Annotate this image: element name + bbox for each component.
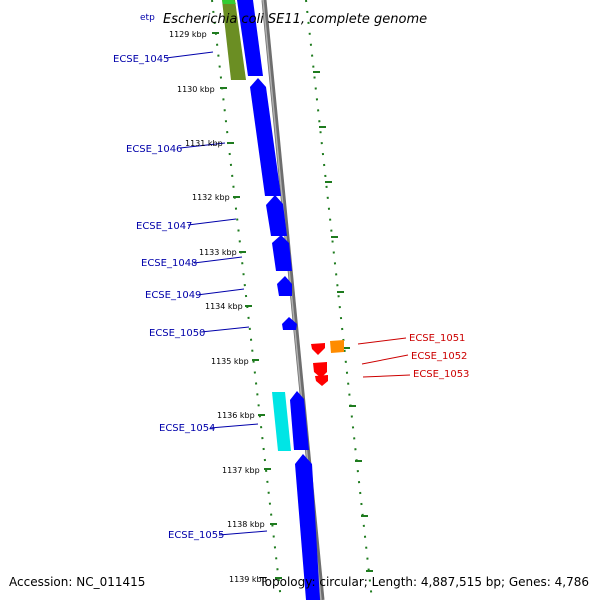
kbp-label: 1133 kbp	[199, 248, 237, 257]
kbp-label: 1131 kbp	[185, 139, 223, 148]
gene-label-1055[interactable]: ECSE_1055	[168, 530, 224, 541]
kbp-labels: 1129 kbp 1130 kbp 1131 kbp 1132 kbp 1133…	[169, 30, 267, 584]
gene-feature-1052-red[interactable]	[313, 362, 327, 378]
genome-title: Escherichia coli SE11, complete genome	[163, 12, 427, 27]
gene-feature-1054-cyan[interactable]	[272, 392, 291, 451]
kbp-label: 1137 kbp	[222, 466, 260, 475]
gene-feature-1048-cds[interactable]	[272, 235, 292, 271]
gene-label-1045[interactable]: ECSE_1045	[113, 54, 169, 65]
gene-label-1052[interactable]: ECSE_1052	[411, 351, 467, 362]
gene-feature-1054b-cds[interactable]	[290, 391, 309, 450]
gene-feature-1051-orange[interactable]	[330, 340, 344, 353]
left-leader-lines	[165, 51, 268, 536]
gene-label-1050[interactable]: ECSE_1050	[149, 328, 205, 339]
gene-label-1046[interactable]: ECSE_1046	[126, 144, 182, 155]
kbp-label: 1138 kbp	[227, 520, 265, 529]
right-gene-labels: ECSE_1051 ECSE_1052 ECSE_1053	[409, 333, 469, 380]
kbp-label: 1134 kbp	[205, 302, 243, 311]
gene-feature-1046-cds[interactable]	[250, 78, 281, 196]
topology-text: Topology: circular; Length: 4,887,515 bp…	[258, 575, 589, 589]
reverse-genes	[311, 340, 344, 386]
kbp-label: 1129 kbp	[169, 30, 207, 39]
left-gene-labels: ECSE_1045 ECSE_1046 ECSE_1047 ECSE_1048 …	[113, 54, 224, 541]
kbp-label: 1130 kbp	[177, 85, 215, 94]
right-leader-lines	[357, 337, 411, 378]
map-ring-band	[222, 0, 356, 600]
gene-label-1054[interactable]: ECSE_1054	[159, 423, 215, 434]
kbp-label: 1139 kbp	[229, 575, 267, 584]
gene-feature-1053-red[interactable]	[315, 375, 328, 386]
gene-feature-1045-cds[interactable]	[237, 0, 263, 76]
accession-text: Accession: NC_011415	[9, 575, 145, 589]
gene-label-1047[interactable]: ECSE_1047	[136, 221, 192, 232]
kbp-label: 1132 kbp	[192, 193, 230, 202]
gene-label-1049[interactable]: ECSE_1049	[145, 290, 201, 301]
gene-label-1053[interactable]: ECSE_1053	[413, 369, 469, 380]
kbp-label: 1135 kbp	[211, 357, 249, 366]
forward-genes	[237, 0, 320, 600]
gene-feature-1050-cds[interactable]	[282, 317, 297, 330]
kbp-tick-marks	[212, 32, 282, 579]
kbp-label: 1136 kbp	[217, 411, 255, 420]
top-gene-label[interactable]: etp	[140, 13, 155, 23]
gene-feature-1045-olive[interactable]	[222, 0, 246, 80]
gene-label-1051[interactable]: ECSE_1051	[409, 333, 465, 344]
inner-tick-guide	[211, 0, 282, 600]
gene-label-1048[interactable]: ECSE_1048	[141, 258, 197, 269]
outer-tick-marks	[313, 71, 373, 572]
outer-tick-guide	[305, 0, 373, 600]
gene-feature-1049-cds[interactable]	[277, 276, 292, 296]
gene-feature-1055-cds[interactable]	[295, 454, 320, 600]
gene-feature-1051-red[interactable]	[311, 343, 325, 355]
gene-feature-etp-green[interactable]	[222, 0, 236, 4]
gene-feature-1047-cds[interactable]	[266, 195, 287, 236]
